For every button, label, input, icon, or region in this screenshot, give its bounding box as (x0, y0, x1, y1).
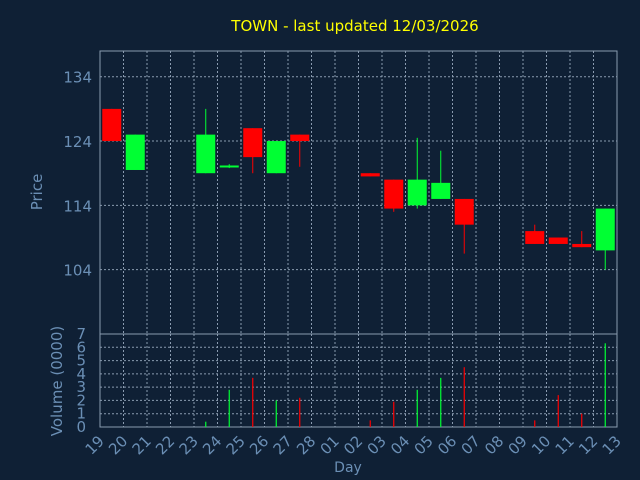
day-tick-label: 13 (599, 432, 625, 458)
candle-up (407, 137, 427, 209)
price-tick-label: 104 (63, 262, 92, 280)
candle-body (266, 141, 286, 174)
candle-body (360, 173, 380, 177)
candle-up (196, 108, 216, 174)
candle-down (572, 231, 592, 248)
candle-body (595, 208, 615, 251)
candle-body (290, 134, 310, 142)
day-tick-label: 06 (434, 432, 460, 458)
candle-body (196, 134, 216, 174)
day-tick-label: 03 (364, 432, 390, 458)
volume-tick-label: 1 (76, 405, 86, 423)
price-tick-label: 114 (63, 197, 92, 215)
day-axis-label: Day (334, 460, 362, 476)
candlestick-series (102, 108, 615, 270)
volume-tick-label: 6 (76, 338, 86, 356)
candle-down (243, 128, 263, 174)
candle-body (243, 128, 263, 158)
day-tick-label: 20 (105, 432, 131, 458)
candle-down (360, 173, 380, 177)
candle-body (454, 198, 474, 225)
day-tick-label: 01 (317, 432, 343, 458)
volume-tick-label: 4 (76, 365, 86, 383)
candle-up (219, 164, 239, 169)
candle-body (384, 179, 404, 209)
candle-body (102, 108, 122, 142)
candle-down (525, 224, 545, 244)
price-grid (100, 51, 617, 334)
day-tick-label: 19 (82, 432, 108, 458)
day-tick-label: 05 (411, 432, 437, 458)
price-tick-label: 124 (63, 133, 92, 151)
day-tick-label: 21 (129, 432, 155, 458)
volume-bar-series (205, 343, 606, 427)
day-tick-label: 23 (176, 432, 202, 458)
day-tick-label: 27 (270, 432, 296, 458)
day-tick-label: 25 (223, 432, 249, 458)
day-tick-label: 09 (505, 432, 531, 458)
day-axis-ticks: 1920212223242526272801020304050607080910… (82, 432, 625, 458)
price-tick-label: 134 (63, 69, 92, 87)
volume-grid (100, 334, 617, 427)
day-tick-label: 24 (199, 432, 225, 458)
volume-tick-label: 2 (76, 391, 86, 409)
day-tick-label: 22 (152, 432, 178, 458)
day-tick-label: 02 (340, 432, 366, 458)
day-tick-label: 04 (387, 432, 413, 458)
candle-up (125, 134, 145, 170)
price-panel: 104 114 124 134 Price (28, 50, 618, 335)
candle-down (290, 134, 310, 167)
candle-body (219, 165, 239, 168)
day-tick-label: 10 (528, 432, 554, 458)
candle-down (454, 198, 474, 254)
candle-down (548, 237, 568, 244)
volume-tick-label: 0 (76, 418, 86, 436)
volume-tick-label: 3 (76, 378, 86, 396)
chart-title: TOWN - last updated 12/03/2026 (230, 17, 478, 35)
candle-body (572, 243, 592, 248)
day-tick-label: 11 (552, 432, 578, 458)
day-tick-label: 26 (246, 432, 272, 458)
candle-body (125, 134, 145, 170)
candle-up (595, 208, 615, 270)
candle-body (548, 237, 568, 244)
candle-body (525, 231, 545, 244)
volume-axis-label: Volume (0000) (48, 326, 66, 436)
day-tick-label: 08 (481, 432, 507, 458)
candle-body (431, 182, 451, 199)
day-tick-label: 28 (293, 432, 319, 458)
volume-tick-label: 5 (76, 352, 86, 370)
candle-up (431, 150, 451, 199)
candle-down (102, 108, 122, 142)
candle-down (384, 179, 404, 212)
candle-up (266, 141, 286, 174)
candle-body (407, 179, 427, 206)
price-axis-label: Price (28, 174, 46, 211)
day-tick-label: 07 (458, 432, 484, 458)
volume-tick-label: 7 (76, 325, 86, 343)
price-axis-ticks: 104 114 124 134 (63, 69, 92, 280)
day-tick-label: 12 (575, 432, 601, 458)
